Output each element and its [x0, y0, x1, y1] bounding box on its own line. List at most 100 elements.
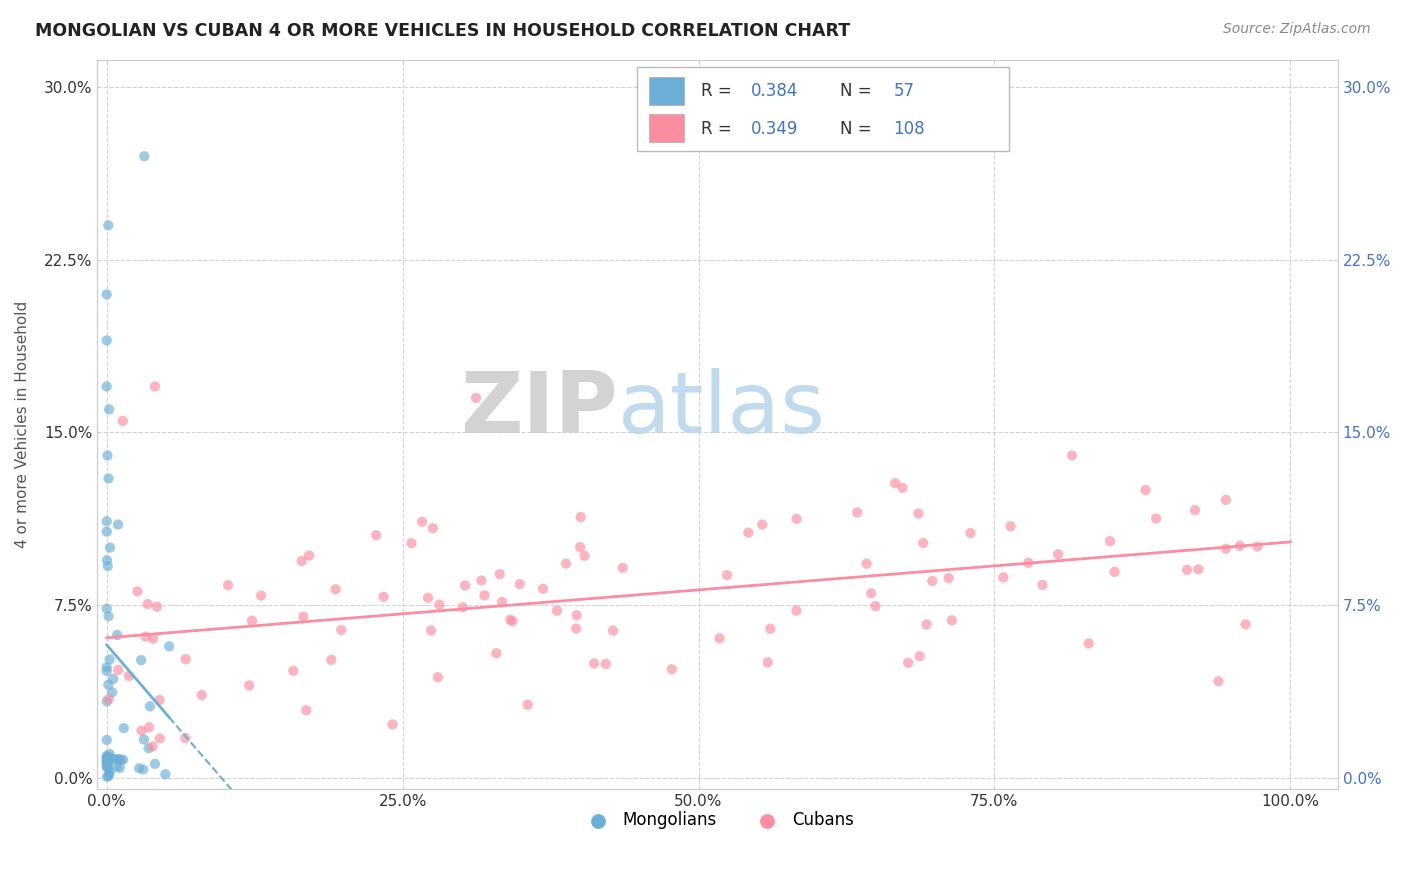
Point [1047, 547, 1070, 561]
Point [174, 731, 197, 745]
Point [96, 334, 118, 348]
Point [451, 600, 474, 615]
Text: 57: 57 [894, 82, 914, 100]
Point [1017, 556, 1039, 570]
Point [583, 657, 606, 671]
Text: 108: 108 [894, 120, 925, 138]
Point [491, 595, 513, 609]
Point [98, 541, 121, 555]
Point [96, 553, 118, 567]
Point [921, 574, 943, 588]
Point [465, 391, 488, 405]
Point [157, 640, 180, 654]
Text: Source: ZipAtlas.com: Source: ZipAtlas.com [1223, 22, 1371, 37]
Point [915, 617, 938, 632]
FancyBboxPatch shape [650, 114, 683, 142]
Y-axis label: 4 or more Vehicles in Household: 4 or more Vehicles in Household [15, 301, 30, 548]
Point [912, 536, 935, 550]
Point [602, 624, 624, 638]
Point [1208, 674, 1230, 689]
Point [112, 753, 135, 767]
Point [291, 554, 314, 568]
Point [488, 567, 510, 582]
Point [97, 678, 120, 692]
Text: ZIP: ZIP [460, 368, 619, 451]
Point [418, 591, 440, 605]
Point [785, 604, 807, 618]
Text: R =: R = [702, 120, 737, 138]
Point [897, 656, 920, 670]
Point [509, 577, 531, 591]
Point [1077, 636, 1099, 650]
Point [321, 653, 343, 667]
Point [132, 763, 155, 777]
Point [136, 597, 159, 611]
Point [250, 589, 273, 603]
Point [96, 524, 118, 539]
Point [908, 649, 931, 664]
Point [143, 379, 166, 393]
Point [516, 698, 538, 712]
Text: R =: R = [702, 82, 737, 100]
Point [1215, 541, 1237, 556]
Point [217, 578, 239, 592]
Point [96, 601, 118, 615]
Point [112, 721, 135, 735]
Point [737, 525, 759, 540]
Point [565, 608, 588, 623]
Point [98, 764, 121, 779]
Point [295, 703, 318, 717]
Point [148, 693, 170, 707]
Point [127, 584, 149, 599]
Point [131, 723, 153, 738]
Point [292, 609, 315, 624]
Point [751, 517, 773, 532]
Point [426, 670, 449, 684]
Point [1099, 534, 1122, 549]
Text: N =: N = [841, 120, 877, 138]
Point [101, 672, 124, 686]
Point [595, 657, 617, 671]
Point [1175, 563, 1198, 577]
Legend: Mongolians, Cubans: Mongolians, Cubans [575, 805, 860, 836]
Point [941, 613, 963, 627]
FancyBboxPatch shape [650, 77, 683, 105]
Point [1135, 483, 1157, 497]
Point [105, 628, 128, 642]
Point [1062, 449, 1084, 463]
Point [97, 559, 120, 574]
Point [1234, 617, 1257, 632]
Point [132, 732, 155, 747]
Point [485, 646, 508, 660]
Point [174, 652, 197, 666]
Point [97, 471, 120, 485]
Point [110, 753, 132, 767]
Point [454, 578, 477, 592]
Point [373, 590, 395, 604]
Point [1184, 503, 1206, 517]
Point [97, 692, 120, 706]
Point [759, 622, 782, 636]
Point [411, 515, 433, 529]
Point [138, 720, 160, 734]
Point [98, 652, 121, 666]
Point [107, 517, 129, 532]
Point [1229, 539, 1251, 553]
Point [716, 568, 738, 582]
Point [884, 476, 907, 491]
Point [1031, 578, 1053, 592]
Point [149, 731, 172, 746]
Point [98, 750, 121, 764]
Point [1215, 492, 1237, 507]
Point [96, 758, 118, 772]
Point [96, 664, 118, 678]
Point [107, 752, 129, 766]
FancyBboxPatch shape [637, 67, 1010, 151]
Point [1187, 562, 1209, 576]
Point [128, 761, 150, 775]
Point [96, 760, 118, 774]
Point [97, 219, 120, 233]
Point [240, 614, 263, 628]
Point [96, 750, 118, 764]
Point [96, 752, 118, 766]
